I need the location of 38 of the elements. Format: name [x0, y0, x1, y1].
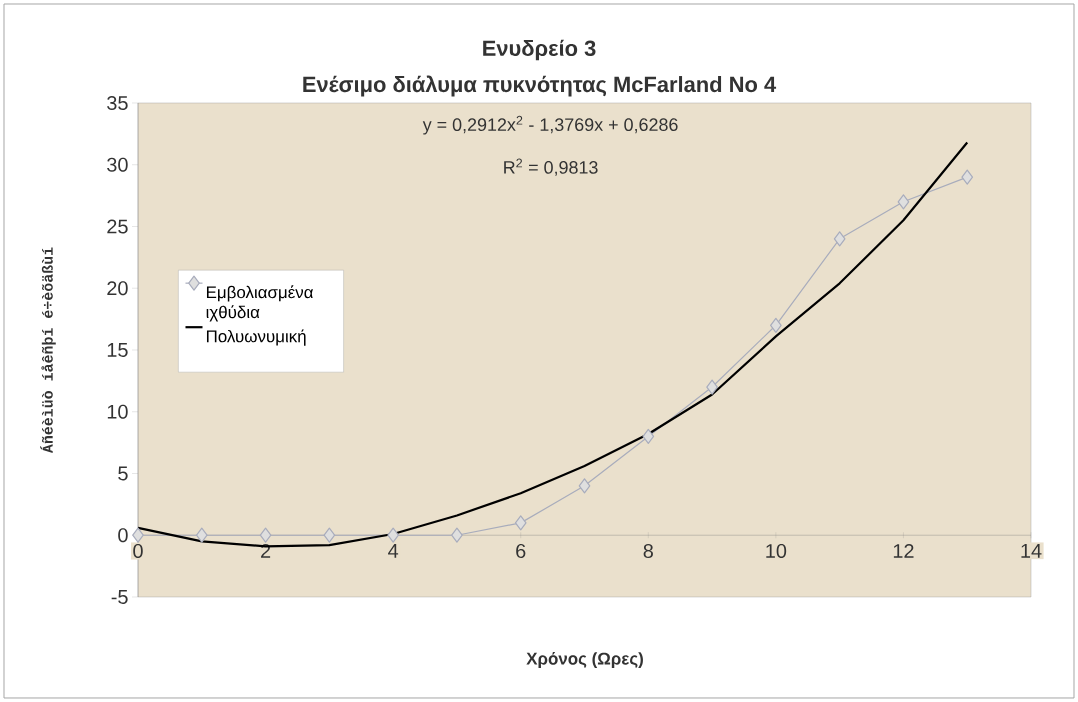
y-tick-label: 30 — [107, 157, 128, 172]
x-tick-label: 12 — [893, 543, 914, 558]
x-tick-label: 4 — [388, 543, 399, 558]
chart-title: Ενυδρείο 3 — [483, 39, 596, 61]
point — [259, 527, 272, 543]
annotation: R$^{2}$ = 0,9813 — [504, 158, 598, 176]
point — [642, 428, 655, 445]
point — [833, 231, 846, 247]
legend-label: Πολυωνυμική — [206, 329, 306, 346]
y-tick-label: -5 — [111, 590, 128, 604]
x-tick-label: 8 — [643, 543, 653, 559]
point — [578, 478, 591, 494]
point — [387, 527, 399, 543]
y-axis-title: Áñéèìüò íåêñþí é÷èõäßùí — [40, 247, 56, 454]
point — [195, 527, 208, 543]
y-tick-label: 35 — [107, 95, 128, 111]
point — [897, 194, 910, 210]
y-tick-label: 0 — [118, 528, 128, 543]
annotation: y = 0,2912x$^{2}$ - 1,3769x + 0,6286 — [422, 115, 678, 135]
x-tick-label: 10 — [766, 543, 787, 559]
legend-label: Εμβολιασμένα ιχθύδια — [206, 285, 314, 322]
point — [451, 527, 463, 543]
point — [323, 527, 336, 543]
point — [514, 515, 527, 531]
y-tick-label: 25 — [107, 219, 128, 234]
point — [770, 317, 782, 333]
x-tick-label: 14 — [1021, 543, 1042, 558]
chart-subtitle: Ενέσιμο διάλυμα πυκνότητας McFarland No 4 — [303, 75, 777, 97]
point — [706, 379, 718, 395]
x-tick-label: 0 — [133, 543, 143, 559]
point — [132, 527, 144, 543]
x-tick-label: 6 — [516, 543, 526, 559]
y-tick-label: 15 — [107, 343, 128, 357]
y-tick-label: 10 — [107, 404, 128, 419]
y-tick-label: 5 — [118, 466, 128, 481]
x-axis-title: Χρόνος (Ωρες) — [526, 651, 643, 668]
y-tick-label: 20 — [107, 281, 128, 296]
point — [961, 169, 974, 185]
